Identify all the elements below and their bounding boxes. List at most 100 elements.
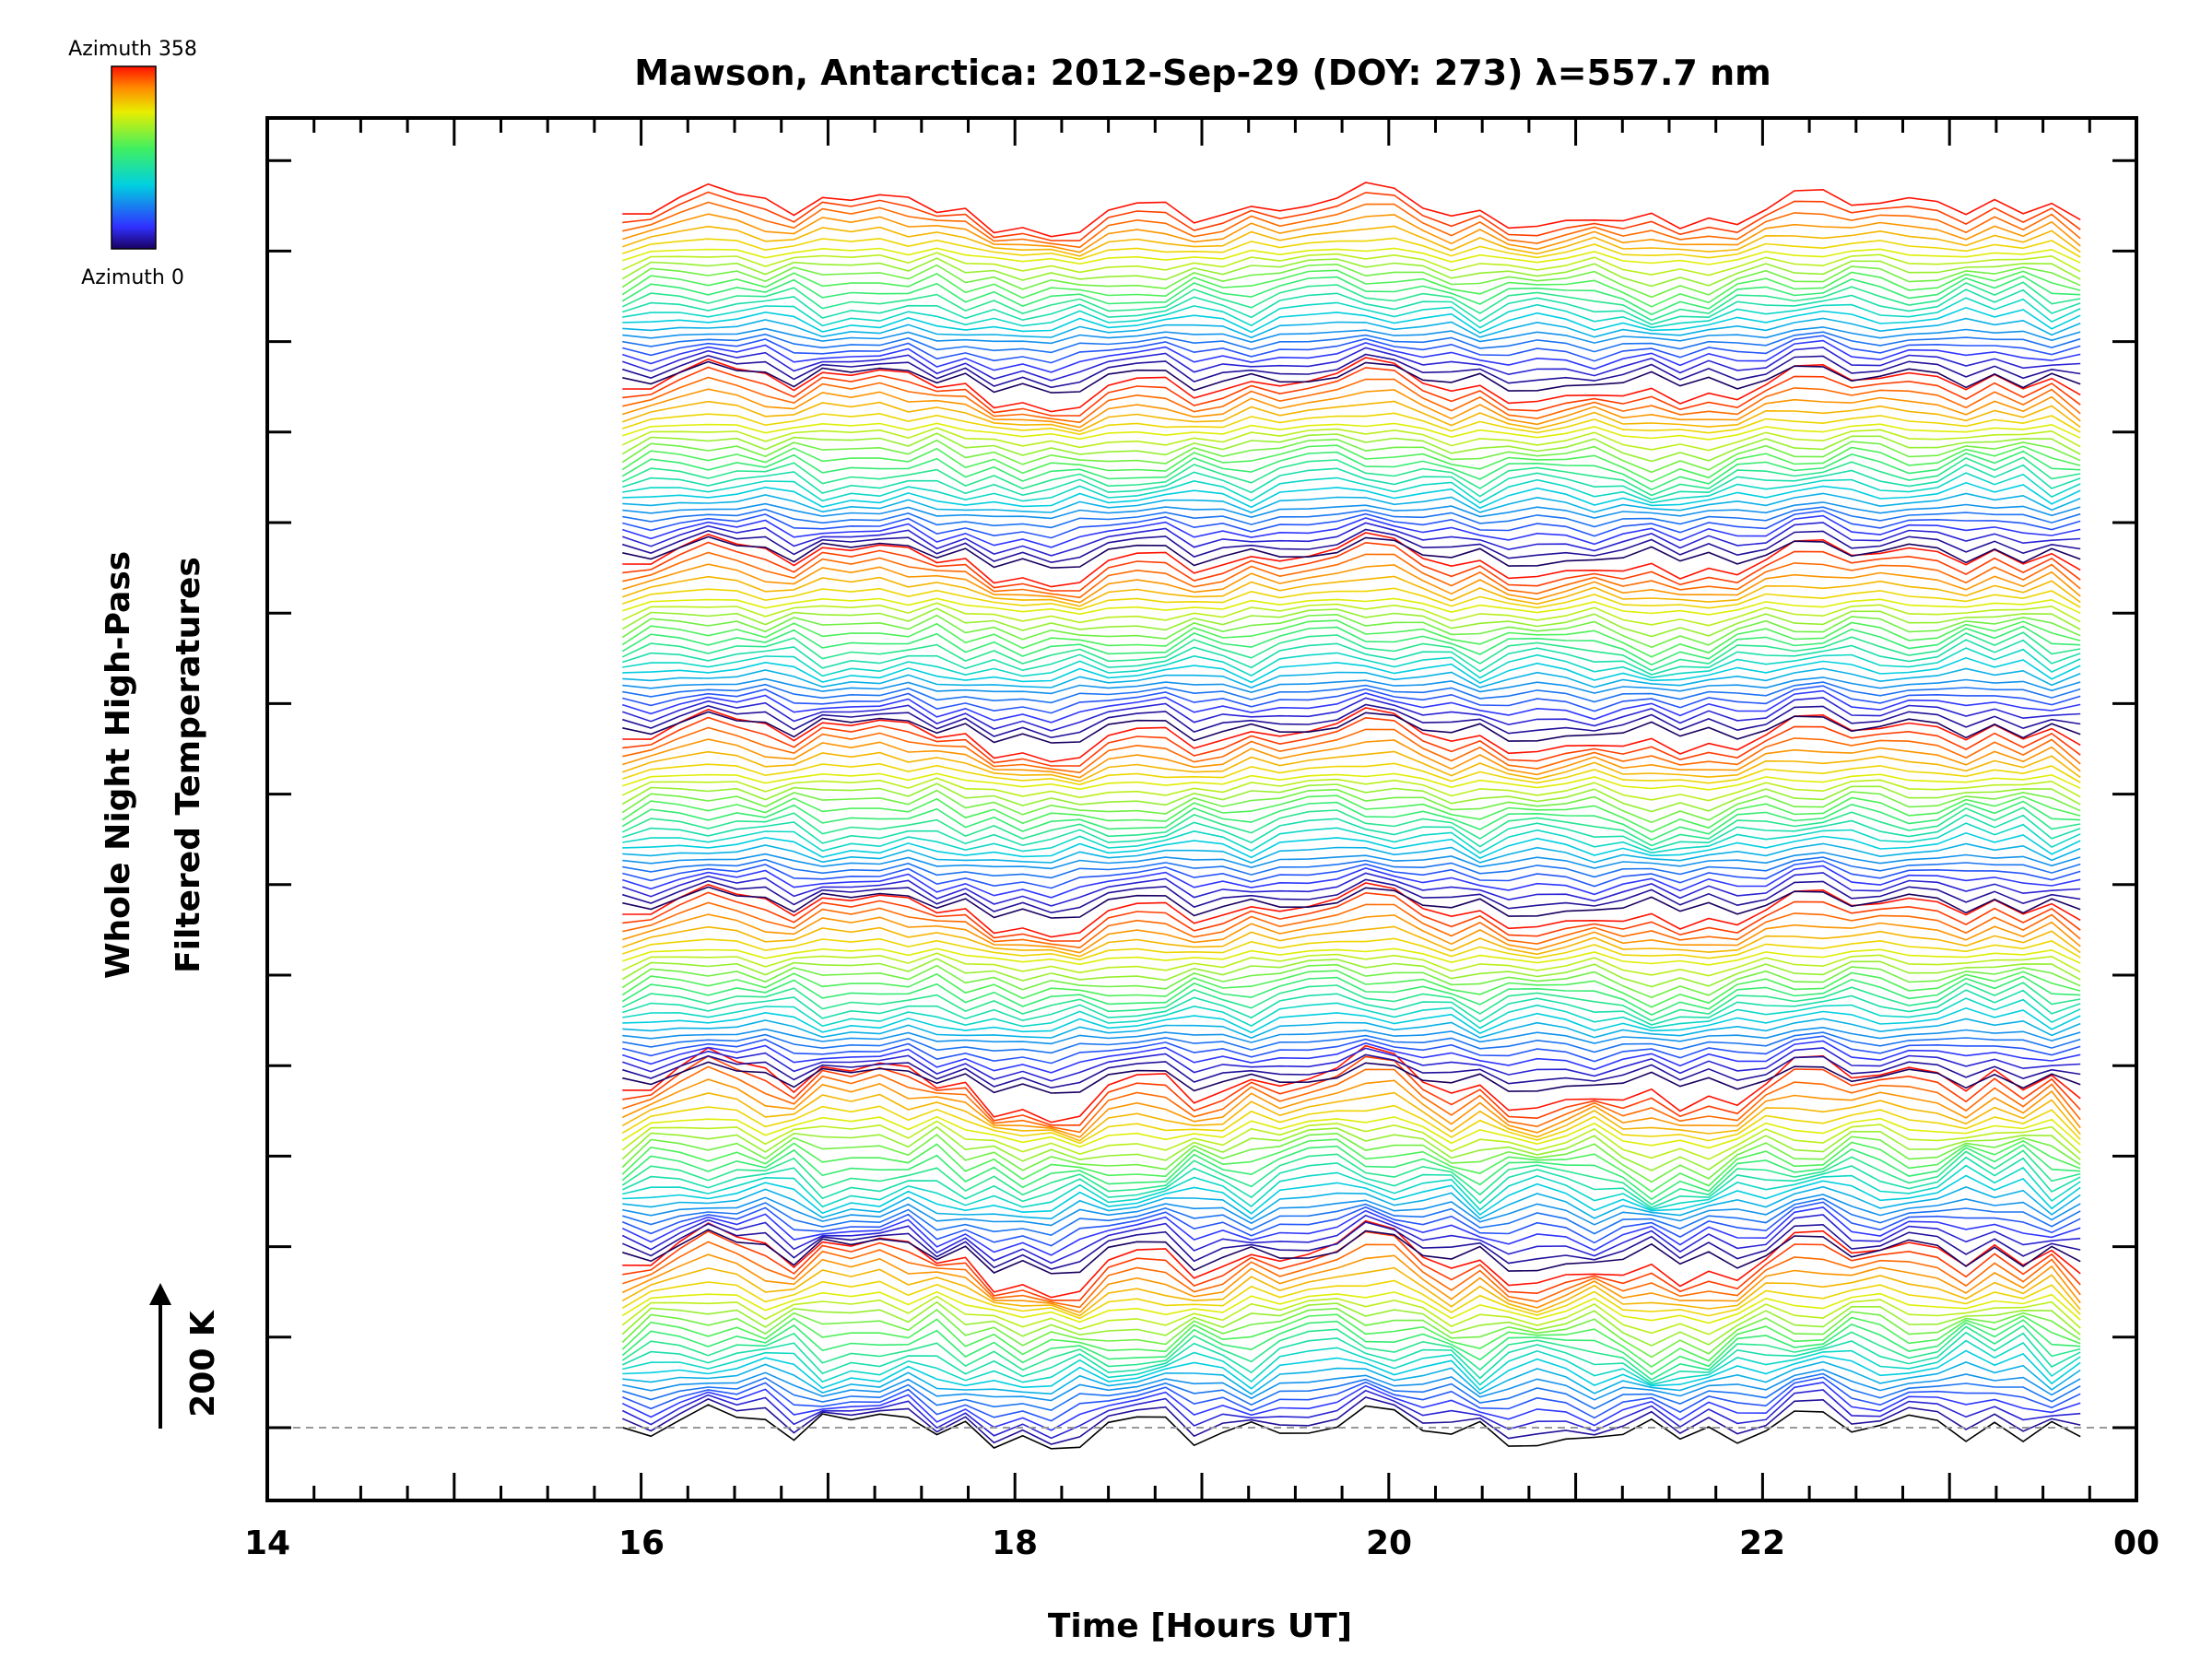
series-line (622, 563, 2081, 604)
series-line (621, 1221, 2081, 1270)
series-line (622, 689, 2081, 724)
series-line (622, 852, 2081, 870)
scale-bar: 200 K (149, 1283, 222, 1429)
series-line (621, 1078, 2081, 1138)
series-line (621, 952, 2081, 977)
series-line (622, 762, 2081, 786)
series-line (621, 269, 2081, 308)
series-line (622, 551, 2081, 599)
series-line (622, 1185, 2081, 1220)
series-line (622, 1349, 2081, 1392)
series-line (621, 1266, 2081, 1317)
series-line (621, 970, 2081, 1008)
series-line (621, 963, 2081, 999)
series-line (622, 1047, 2081, 1082)
series-line (621, 982, 2081, 1022)
series-line (621, 794, 2081, 833)
series-line (622, 667, 2081, 688)
series-line (622, 1360, 2081, 1395)
series-line (622, 339, 2081, 373)
series-line (621, 1376, 2081, 1422)
series-line (622, 247, 2081, 265)
series-line (622, 656, 2081, 685)
series-line (621, 450, 2081, 491)
series-line (622, 360, 2081, 394)
series-line (622, 528, 2081, 564)
series-line (622, 1404, 2081, 1450)
series-line (621, 1324, 2081, 1381)
series-line (622, 1065, 2081, 1134)
series-line (621, 1138, 2081, 1193)
series-line (621, 631, 2081, 672)
series-line (621, 1115, 2081, 1149)
series-line (621, 1125, 2081, 1171)
series-line (622, 860, 2081, 889)
series-line (622, 412, 2081, 436)
series-line (622, 388, 2081, 429)
series-line (621, 1307, 2081, 1359)
series-line (622, 872, 2081, 907)
colorbar-bottom-label: Azimuth 0 (81, 266, 184, 289)
series-line (621, 456, 2081, 497)
series-line (622, 947, 2081, 966)
series-line (622, 913, 2081, 954)
series-line (622, 697, 2081, 732)
series-line (622, 1018, 2081, 1039)
series-line (621, 613, 2081, 649)
y-axis-label-line1: Whole Night High-Pass (100, 551, 137, 979)
series-line (621, 1201, 2081, 1247)
series-line (622, 1229, 2081, 1275)
series-line (622, 937, 2081, 961)
series-line (621, 1144, 2081, 1201)
x-tick-label: 16 (618, 1524, 665, 1562)
scale-bar-label: 200 K (184, 1310, 222, 1418)
series-line (621, 1295, 2081, 1335)
series-line (622, 831, 2081, 860)
series-line (622, 989, 2081, 1026)
x-tick-label: 14 (244, 1524, 290, 1562)
series-line (621, 975, 2081, 1016)
series-line (622, 288, 2081, 325)
series-line (622, 1174, 2081, 1217)
series-line (621, 782, 2081, 813)
series-line (622, 1164, 2081, 1211)
series-line (622, 1040, 2081, 1074)
colorbar-gradient (111, 65, 157, 250)
series-line (622, 1197, 2081, 1236)
x-tick-label: 20 (1366, 1524, 1412, 1562)
series-line (622, 357, 2081, 413)
series-line (621, 625, 2081, 666)
x-tick-label: 18 (992, 1524, 1038, 1562)
series-line (622, 703, 2081, 739)
series-line (621, 252, 2081, 276)
series-line (621, 958, 2081, 988)
series-line (622, 237, 2081, 261)
series-line (622, 213, 2081, 253)
series-line (621, 602, 2081, 627)
series-line (622, 647, 2081, 679)
series-line (622, 711, 2081, 744)
series-line (622, 882, 2081, 938)
series-line (621, 438, 2081, 474)
series-line (621, 1120, 2081, 1160)
series-line (622, 750, 2081, 782)
x-tick-label: 22 (1739, 1524, 1785, 1562)
series-line (622, 1372, 2081, 1411)
series-line (621, 257, 2081, 288)
chart-title: Mawson, Antarctica: 2012-Sep-29 (DOY: 27… (634, 53, 1771, 93)
series-line (622, 191, 2081, 241)
series-line (622, 347, 2081, 382)
series-line (621, 281, 2081, 322)
x-tick-label: 00 (2113, 1524, 2159, 1562)
series-line (621, 263, 2081, 299)
series-line (622, 335, 2081, 364)
series-line (622, 1035, 2081, 1065)
y-axis-label-line2: Filtered Temperatures (170, 557, 207, 973)
series-line (621, 1132, 2081, 1183)
series-line (622, 506, 2081, 529)
series-line (622, 997, 2081, 1030)
series-line (622, 891, 2081, 942)
series-line (621, 1206, 2081, 1256)
series-line (622, 535, 2081, 569)
